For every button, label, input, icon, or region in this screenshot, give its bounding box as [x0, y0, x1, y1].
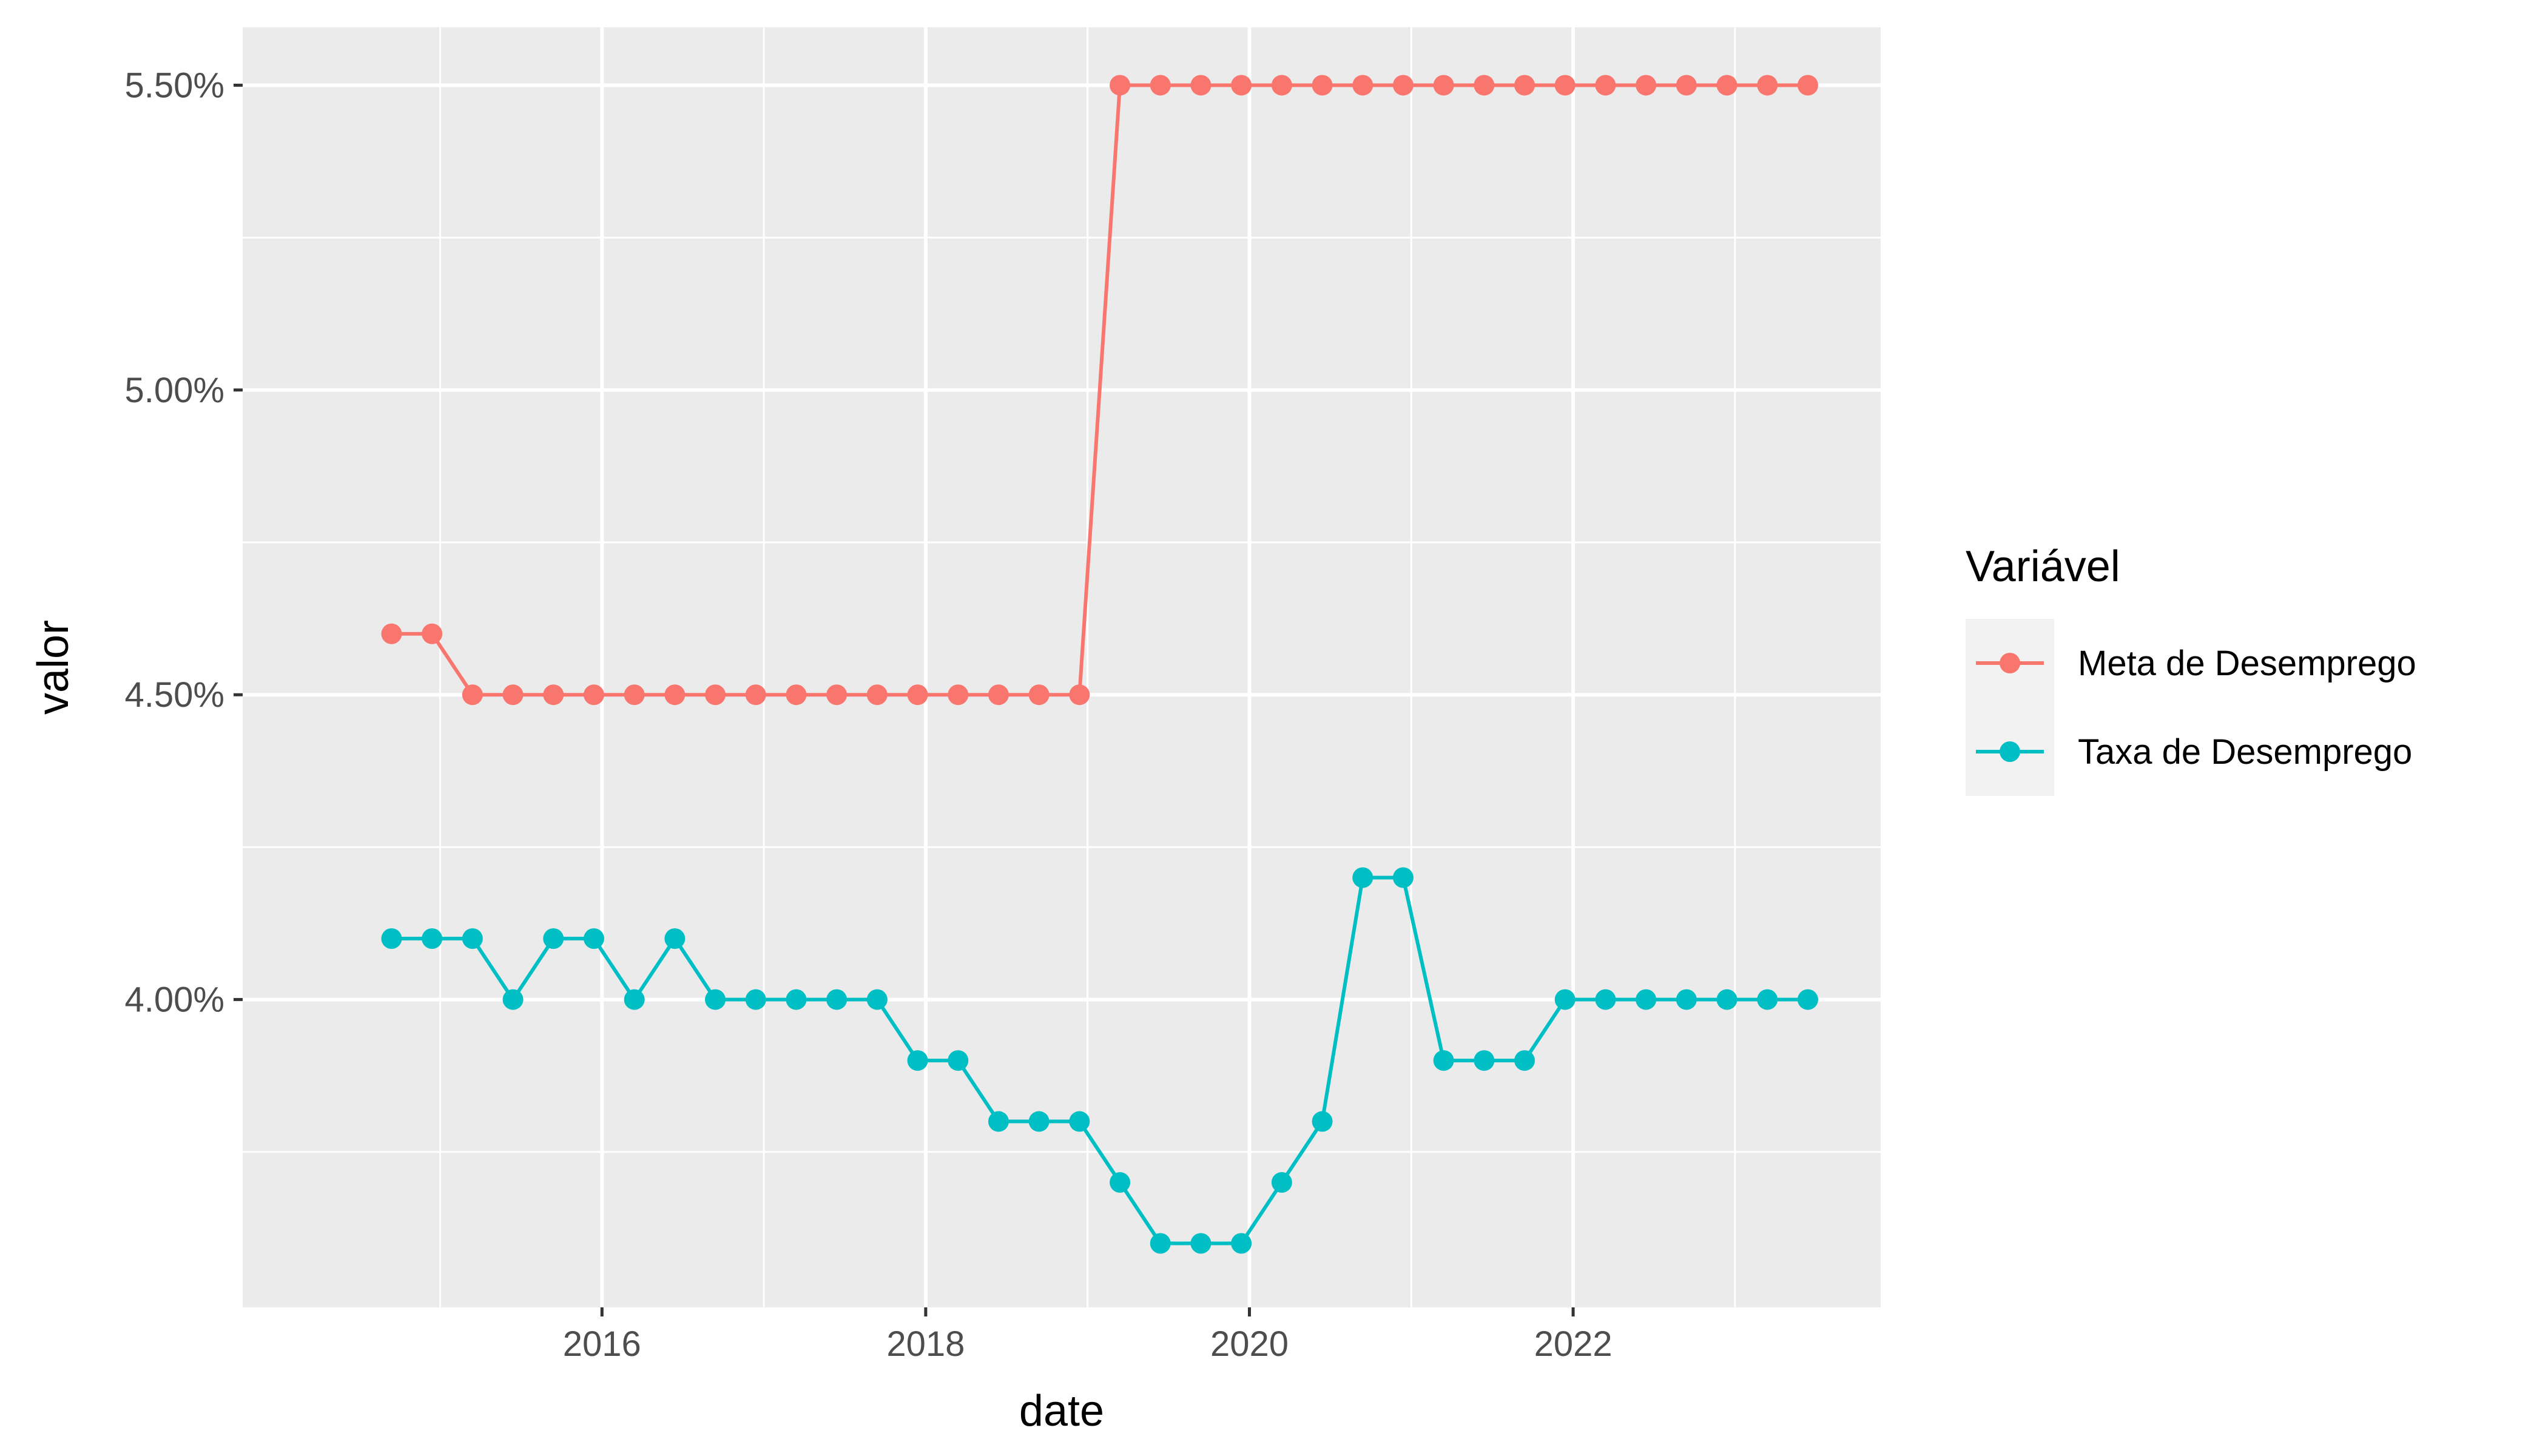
data-point — [502, 989, 524, 1010]
y-axis-title: valor — [29, 620, 78, 715]
data-point — [948, 684, 969, 706]
x-tick-label: 2016 — [563, 1324, 641, 1364]
data-point — [1069, 684, 1090, 706]
data-point — [1069, 1111, 1090, 1132]
data-point — [907, 1050, 928, 1071]
y-tick-label: 5.50% — [125, 66, 224, 105]
x-tick-label: 2018 — [886, 1324, 965, 1364]
data-point — [1474, 1050, 1495, 1071]
data-point — [1595, 989, 1616, 1010]
data-point — [786, 684, 807, 706]
data-point — [502, 684, 524, 706]
y-tick-label: 4.50% — [125, 675, 224, 715]
y-axis: 4.00% 4.50% 5.00% 5.50% — [125, 66, 243, 1020]
data-point — [907, 684, 928, 706]
data-point — [1433, 1050, 1454, 1071]
data-point — [1028, 1111, 1050, 1132]
data-point — [705, 989, 726, 1010]
data-point — [422, 623, 443, 644]
legend: Variável Meta de Desemprego Taxa de Desem… — [1966, 542, 2416, 796]
data-point — [1554, 75, 1576, 96]
data-point — [1231, 75, 1252, 96]
data-point — [1676, 989, 1697, 1010]
data-point — [745, 684, 766, 706]
data-point — [1757, 989, 1778, 1010]
data-point — [1231, 1233, 1252, 1254]
data-point — [1636, 75, 1657, 96]
y-tick-label: 5.00% — [125, 371, 224, 410]
data-point — [1271, 75, 1292, 96]
data-point — [462, 684, 483, 706]
plot-panel — [243, 27, 1881, 1307]
legend-label: Taxa de Desemprego — [2078, 732, 2412, 772]
data-point — [624, 989, 645, 1010]
data-point — [1433, 75, 1454, 96]
x-tick-label: 2022 — [1534, 1324, 1613, 1364]
data-point — [1392, 75, 1414, 96]
series-group — [381, 75, 1818, 706]
data-point — [543, 684, 564, 706]
data-point — [1797, 75, 1818, 96]
legend-items: Meta de Desemprego Taxa de Desemprego — [1976, 644, 2416, 772]
data-point — [1352, 867, 1373, 888]
data-point — [1028, 684, 1050, 706]
data-point — [1554, 989, 1576, 1010]
y-tick-label: 4.00% — [125, 980, 224, 1020]
data-point — [745, 989, 766, 1010]
data-point — [1757, 75, 1778, 96]
x-axis: 2016 2018 2020 2022 — [563, 1307, 1613, 1364]
data-point — [1392, 867, 1414, 888]
data-point — [664, 684, 686, 706]
legend-key-point — [2000, 741, 2020, 762]
data-point — [1312, 75, 1333, 96]
data-point — [948, 1050, 969, 1071]
data-point — [1190, 75, 1212, 96]
x-tick-label: 2020 — [1210, 1324, 1289, 1364]
legend-key-point — [2000, 653, 2020, 673]
data-point — [866, 989, 888, 1010]
data-point — [1595, 75, 1616, 96]
minor-grid — [243, 27, 1881, 1307]
data-point — [1474, 75, 1495, 96]
series-layer — [381, 75, 1818, 1254]
data-point — [1636, 989, 1657, 1010]
data-point — [1514, 75, 1535, 96]
data-point — [1150, 1233, 1171, 1254]
data-point — [1716, 989, 1737, 1010]
data-point — [1514, 1050, 1535, 1071]
data-point — [705, 684, 726, 706]
data-point — [826, 684, 848, 706]
data-point — [1352, 75, 1373, 96]
data-point — [866, 684, 888, 706]
data-point — [583, 928, 604, 949]
data-point — [583, 684, 604, 706]
series-group — [381, 867, 1818, 1254]
data-point — [1271, 1172, 1292, 1193]
data-point — [664, 928, 686, 949]
data-point — [543, 928, 564, 949]
data-point — [826, 989, 848, 1010]
data-point — [624, 684, 645, 706]
legend-key-background — [1966, 619, 2054, 796]
data-point — [786, 989, 807, 1010]
data-point — [1150, 75, 1171, 96]
data-point — [988, 684, 1009, 706]
data-point — [1716, 75, 1737, 96]
data-point — [1110, 75, 1131, 96]
data-point — [1110, 1172, 1131, 1193]
legend-label: Meta de Desemprego — [2078, 644, 2416, 683]
data-point — [1312, 1111, 1333, 1132]
data-point — [381, 928, 402, 949]
data-point — [462, 928, 483, 949]
data-point — [1676, 75, 1697, 96]
legend-title: Variável — [1966, 542, 2120, 591]
data-point — [1797, 989, 1818, 1010]
data-point — [988, 1111, 1009, 1132]
x-axis-title: date — [1019, 1387, 1104, 1435]
data-point — [1190, 1233, 1212, 1254]
data-point — [422, 928, 443, 949]
data-point — [381, 623, 402, 644]
